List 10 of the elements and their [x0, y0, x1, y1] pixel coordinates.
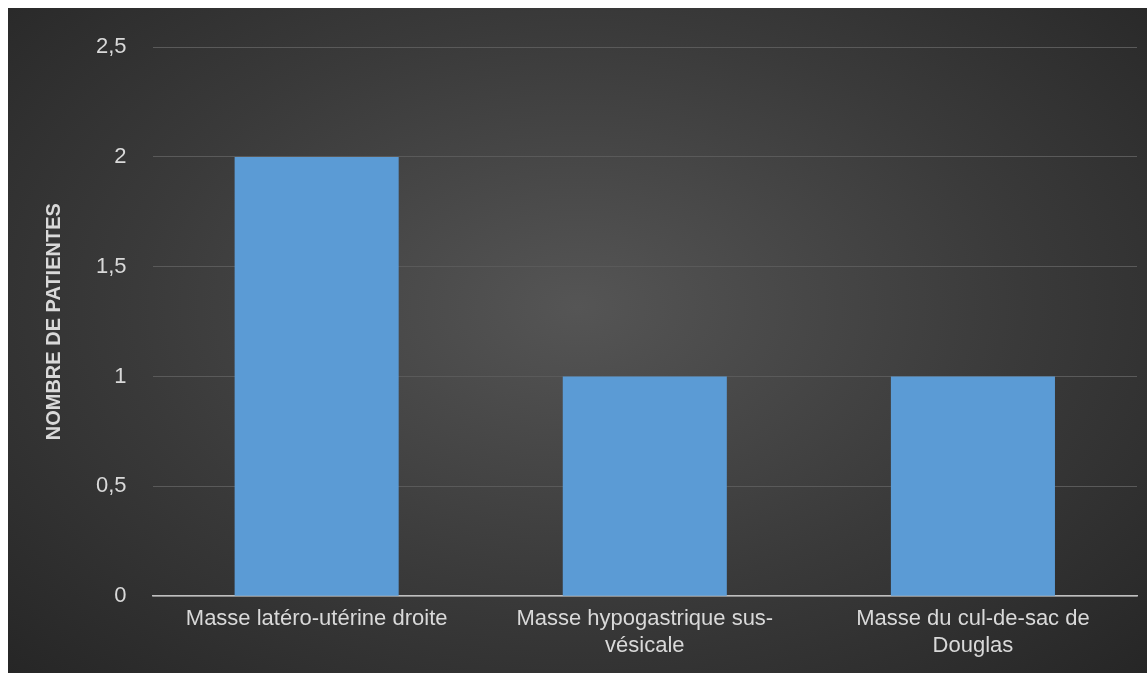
y-tick-label: 2: [114, 143, 127, 169]
y-tick-label: 2,5: [95, 33, 127, 59]
x-tick-label: Masse latéro-utérine droite: [185, 605, 448, 631]
y-tick-label: 0,5: [95, 472, 127, 498]
y-tick-label: 1,5: [95, 252, 127, 278]
x-tick-label: Masse du cul-de-sac de Douglas: [856, 605, 1090, 657]
x-tick-label: Masse hypogastrique sus-vésicale: [516, 605, 774, 657]
y-tick-label: 0: [114, 582, 127, 608]
y-tick-label: 1: [114, 362, 127, 388]
y-axis-title: NOMBRE DE PATIENTES: [41, 203, 64, 441]
